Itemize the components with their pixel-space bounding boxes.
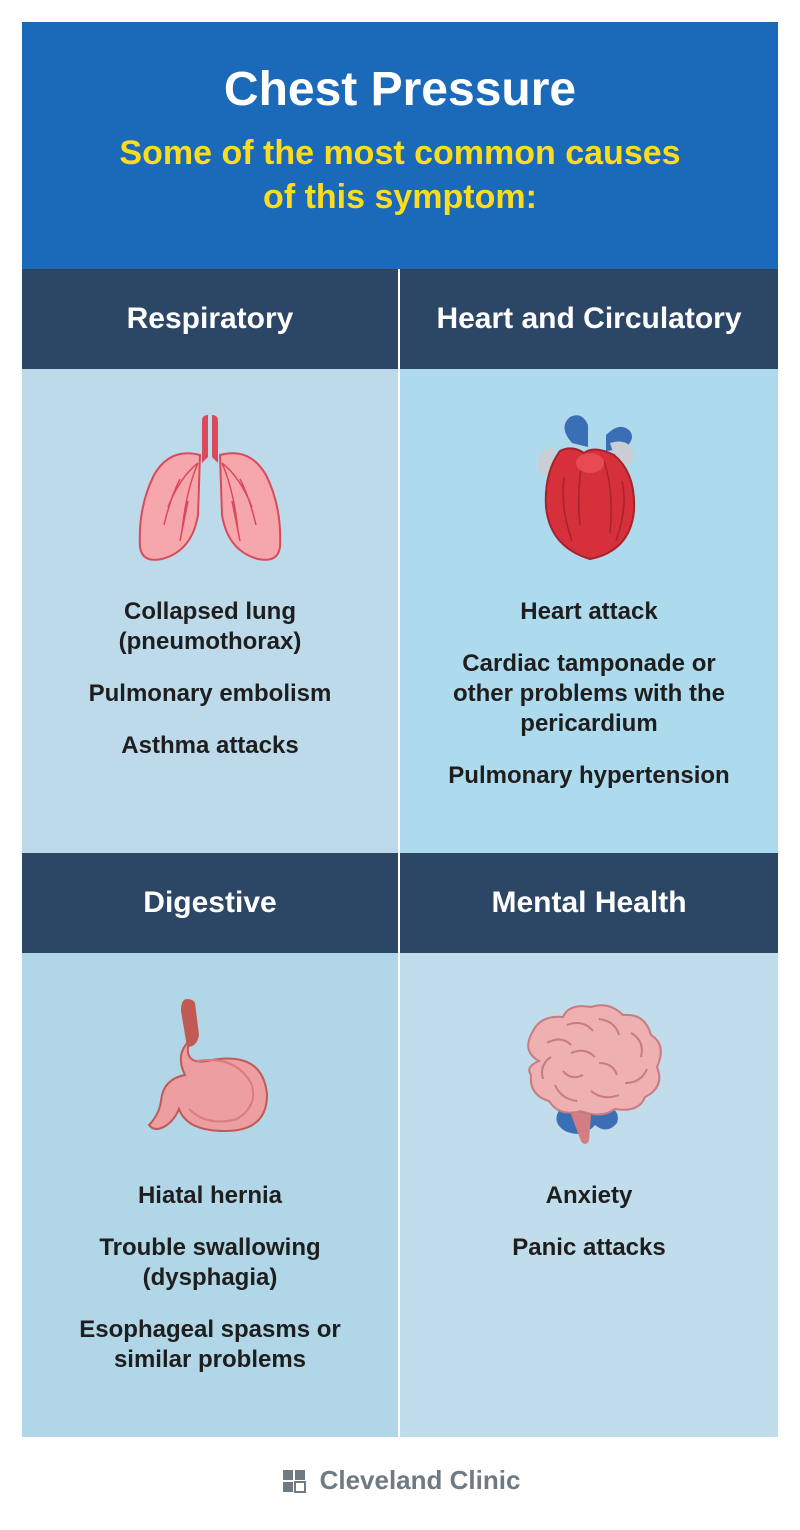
brain-icon bbox=[428, 981, 750, 1161]
card-body: Collapsed lung (pneumothorax) Pulmonary … bbox=[22, 369, 398, 853]
card-header: Digestive bbox=[22, 853, 398, 953]
cleveland-clinic-logo-icon bbox=[280, 1467, 308, 1495]
infographic-container: Chest Pressure Some of the most common c… bbox=[0, 0, 800, 1530]
card-respiratory: Respiratory Collapsed lung (pneumothorax… bbox=[22, 269, 400, 853]
card-heart: Heart and Circulatory Heart attack bbox=[400, 269, 778, 853]
card-digestive: Digestive Hiatal hernia Trouble swallowi… bbox=[22, 853, 400, 1437]
list-item: Pulmonary hypertension bbox=[428, 761, 750, 791]
list-item: Asthma attacks bbox=[50, 731, 370, 761]
list-item: Anxiety bbox=[428, 1181, 750, 1211]
main-title: Chest Pressure bbox=[52, 62, 748, 117]
infographic-header: Chest Pressure Some of the most common c… bbox=[22, 22, 778, 269]
list-item: Collapsed lung (pneumothorax) bbox=[50, 597, 370, 657]
card-header: Respiratory bbox=[22, 269, 398, 369]
lungs-icon bbox=[50, 397, 370, 577]
card-body: Hiatal hernia Trouble swallowing (dyspha… bbox=[22, 953, 398, 1437]
items-list: Anxiety Panic attacks bbox=[428, 1181, 750, 1263]
list-item: Heart attack bbox=[428, 597, 750, 627]
card-body: Heart attack Cardiac tamponade or other … bbox=[400, 369, 778, 853]
heart-icon bbox=[428, 397, 750, 577]
card-header: Mental Health bbox=[400, 853, 778, 953]
items-list: Heart attack Cardiac tamponade or other … bbox=[428, 597, 750, 791]
card-mental-health: Mental Health Anxiety Panic attacks bbox=[400, 853, 778, 1437]
items-list: Collapsed lung (pneumothorax) Pulmonary … bbox=[50, 597, 370, 761]
footer-brand: Cleveland Clinic bbox=[320, 1465, 521, 1496]
list-item: Trouble swallowing (dysphagia) bbox=[50, 1233, 370, 1293]
footer: Cleveland Clinic bbox=[22, 1437, 778, 1530]
list-item: Pulmonary embolism bbox=[50, 679, 370, 709]
list-item: Hiatal hernia bbox=[50, 1181, 370, 1211]
list-item: Esophageal spasms or similar problems bbox=[50, 1315, 370, 1375]
card-body: Anxiety Panic attacks bbox=[400, 953, 778, 1437]
items-list: Hiatal hernia Trouble swallowing (dyspha… bbox=[50, 1181, 370, 1375]
subtitle: Some of the most common causes of this s… bbox=[52, 131, 748, 219]
cards-grid: Respiratory Collapsed lung (pneumothorax… bbox=[22, 269, 778, 1437]
stomach-icon bbox=[50, 981, 370, 1161]
list-item: Cardiac tamponade or other problems with… bbox=[428, 649, 750, 739]
list-item: Panic attacks bbox=[428, 1233, 750, 1263]
card-header: Heart and Circulatory bbox=[400, 269, 778, 369]
